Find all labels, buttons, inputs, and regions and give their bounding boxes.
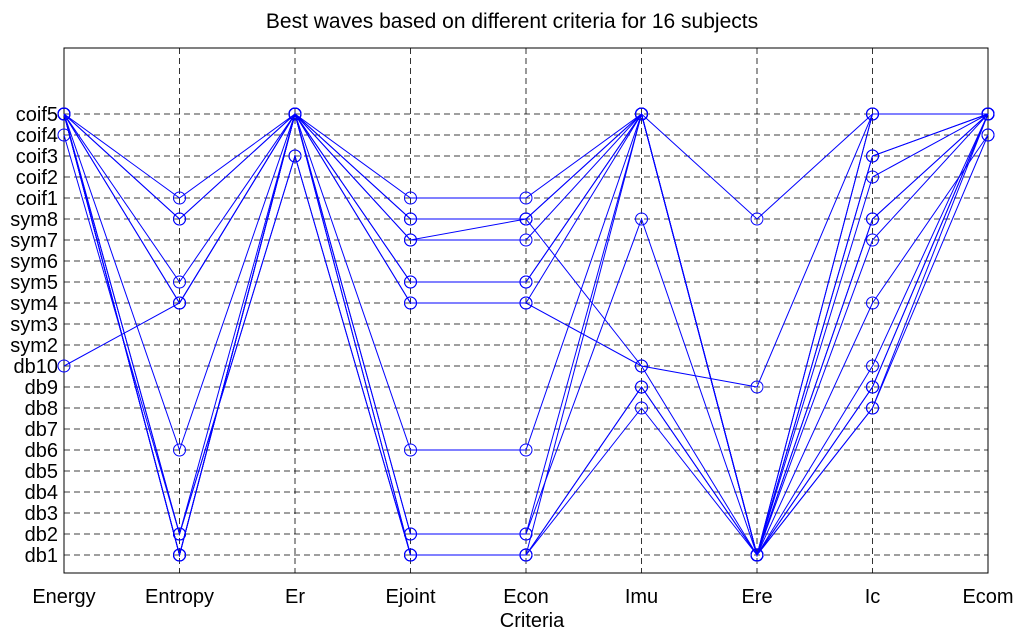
x-tick-labels: Energy Entropy Er Ejoint Econ Imu Ere Ic Ecom: [32, 586, 1013, 608]
x-tick-label: Econ: [503, 586, 549, 608]
x-axis-label: Criteria: [499, 610, 565, 632]
series-line: [63, 112, 989, 557]
y-tick-label: db1: [25, 545, 58, 567]
x-tick-label: Energy: [32, 586, 95, 608]
data-point: [404, 443, 417, 457]
data-point: [866, 401, 879, 415]
y-tick-labels: db1db2db3db4db5db6db7db8db9db10sym2sym3s…: [10, 104, 58, 567]
data-point: [404, 233, 417, 247]
data-point: [981, 107, 995, 121]
data-point: [519, 548, 533, 562]
data-point: [519, 443, 533, 457]
data-point: [635, 359, 648, 373]
y-tick-label: db9: [25, 377, 58, 399]
y-tick-label: sym2: [10, 335, 58, 357]
y-tick-label: coif3: [16, 146, 58, 168]
plot-frame: [63, 47, 989, 574]
data-point: [866, 212, 879, 226]
data-point: [635, 107, 648, 121]
data-point: [404, 191, 417, 205]
x-tick-label: Imu: [625, 586, 658, 608]
data-point: [866, 296, 879, 310]
data-point: [519, 275, 533, 289]
data-point: [57, 359, 71, 373]
y-tick-label: coif2: [16, 167, 58, 189]
x-tick-label: Ejoint: [385, 586, 435, 608]
data-point: [404, 296, 417, 310]
data-point: [750, 380, 764, 394]
x-tick-label: Er: [285, 586, 305, 608]
y-tick-label: sym6: [10, 251, 58, 273]
y-tick-label: sym4: [10, 293, 58, 315]
data-point: [635, 380, 648, 394]
series-16: [57, 107, 995, 562]
y-tick-label: db3: [25, 503, 58, 525]
data-point: [173, 443, 186, 457]
data-point: [288, 107, 302, 121]
data-point: [866, 359, 879, 373]
chart-title: Best waves based on different criteria f…: [265, 10, 759, 33]
data-point: [635, 401, 648, 415]
data-point: [173, 191, 186, 205]
series-line: [63, 113, 988, 220]
x-tick-label: Ere: [741, 586, 772, 608]
data-point: [173, 548, 186, 562]
data-point: [173, 212, 186, 226]
y-tick-label: db8: [25, 398, 58, 420]
data-point: [866, 380, 879, 394]
y-tick-label: coif4: [16, 125, 58, 147]
data-point: [288, 149, 302, 163]
data-point: [519, 296, 533, 310]
x-tick-label: Entropy: [145, 586, 214, 608]
y-tick-label: db6: [25, 440, 58, 462]
data-point: [57, 107, 71, 121]
data-point: [404, 212, 417, 226]
series-line: [63, 112, 989, 557]
y-tick-label: db5: [25, 461, 58, 483]
data-point: [404, 275, 417, 289]
y-tick-label: sym7: [10, 230, 58, 252]
data-point: [750, 548, 764, 562]
x-tick-label: Ic: [865, 586, 881, 608]
data-point: [519, 191, 533, 205]
data-point: [173, 275, 186, 289]
data-point: [866, 233, 879, 247]
data-point: [519, 212, 533, 226]
data-point: [866, 107, 879, 121]
y-tick-label: sym5: [10, 272, 58, 294]
y-tick-label: db7: [25, 419, 58, 441]
x-tick-label: Ecom: [962, 586, 1013, 608]
y-tick-label: sym3: [10, 314, 58, 336]
data-point: [750, 212, 764, 226]
data-point: [173, 296, 186, 310]
data-point: [404, 548, 417, 562]
data-point: [981, 128, 995, 142]
series-layer: [57, 107, 995, 562]
y-tick-label: db4: [25, 482, 58, 504]
series-1: [57, 107, 995, 226]
y-tick-label: coif1: [16, 188, 58, 210]
y-tick-label: db10: [14, 356, 59, 378]
data-point: [635, 212, 648, 226]
y-tick-label: coif5: [16, 104, 58, 126]
data-point: [519, 233, 533, 247]
series-line: [63, 113, 988, 557]
series-line: [63, 112, 989, 557]
y-tick-label: sym8: [10, 209, 58, 231]
grid: [63, 48, 989, 573]
y-tick-label: db2: [25, 524, 58, 546]
data-point: [866, 149, 879, 163]
